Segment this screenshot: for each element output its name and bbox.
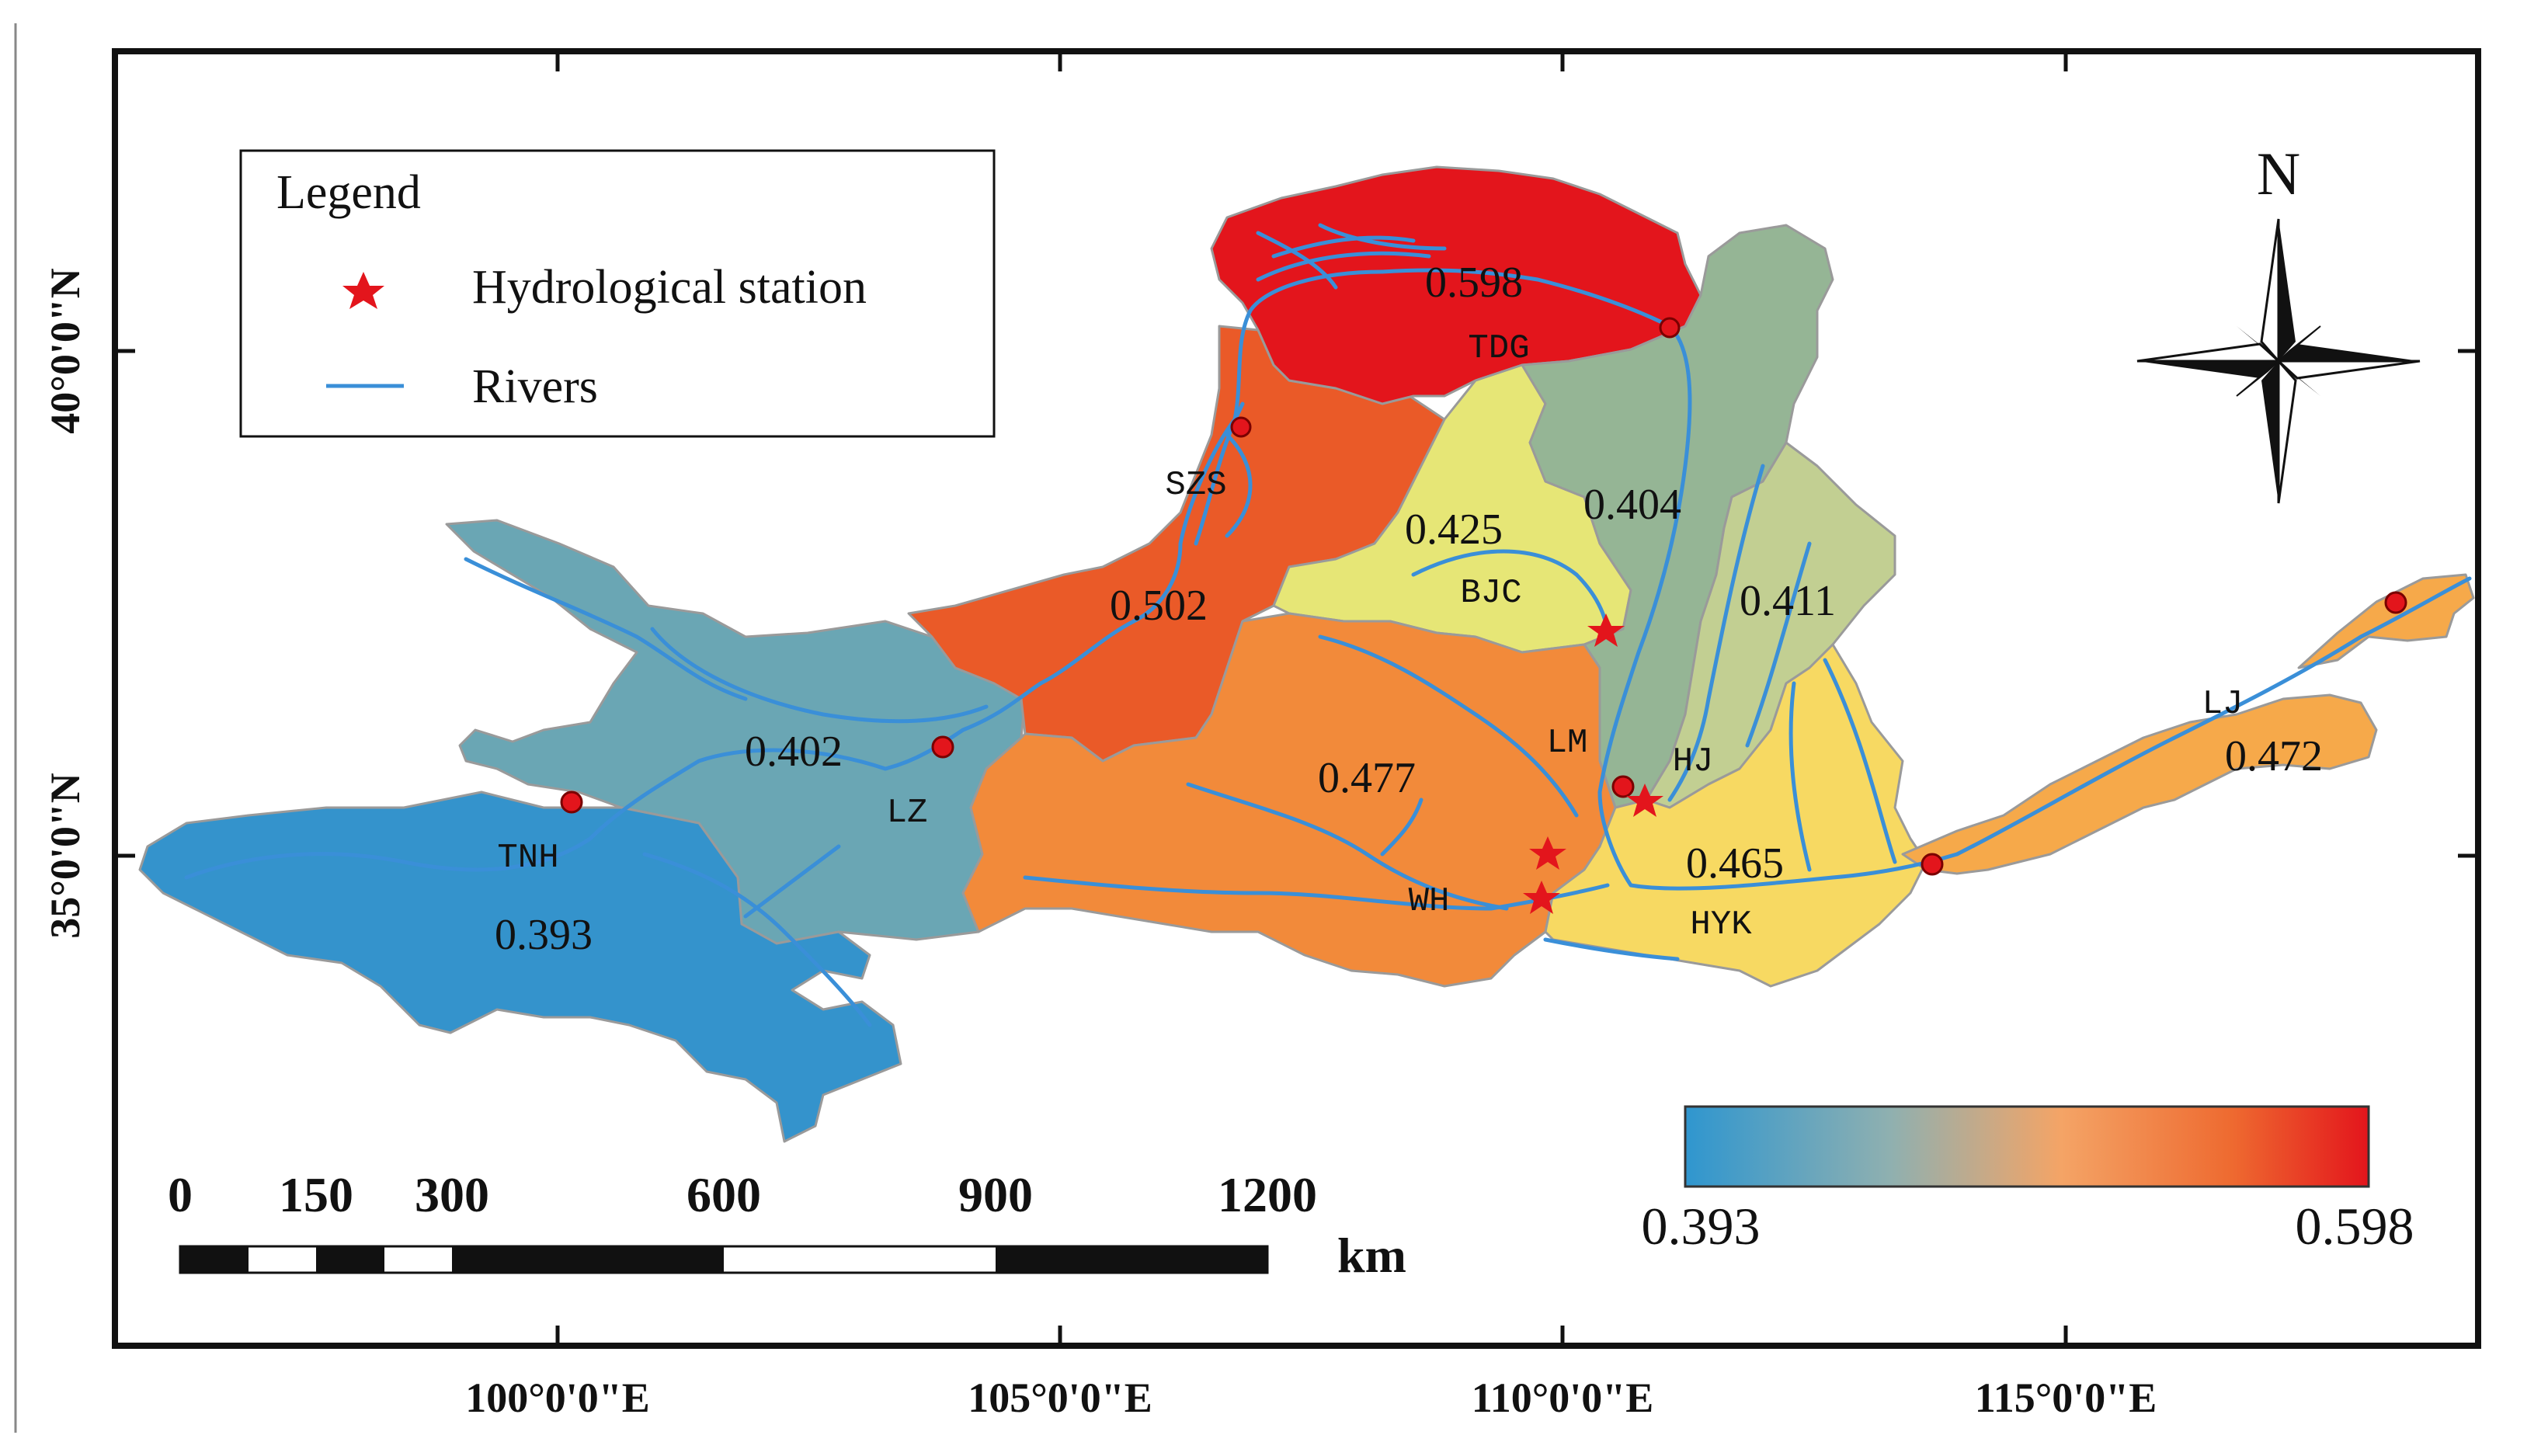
station-markers [560, 317, 2407, 914]
value-label-HYK: 0.465 [1686, 839, 1784, 888]
value-label-LM: 0.404 [1583, 481, 1681, 529]
station-label-HJ: HJ [1673, 742, 1714, 781]
scale-tick-0: 0 [168, 1167, 193, 1222]
scale-tick-600: 600 [687, 1167, 761, 1222]
value-label-SZS: 0.502 [1110, 582, 1208, 630]
subbasin-HYK [1544, 643, 1928, 988]
north-label: N [2257, 140, 2300, 207]
scale-seg-2 [316, 1246, 384, 1273]
river-network [184, 223, 2472, 1027]
value-label-WH: 0.477 [1318, 754, 1416, 802]
colorbar-max-label: 0.598 [2296, 1197, 2414, 1256]
scale-unit: km [1337, 1228, 1406, 1283]
scale-seg-4 [996, 1246, 1267, 1273]
x-tick-105E: 105°0'0"E [968, 1374, 1152, 1421]
scale-tick-300: 300 [415, 1167, 489, 1222]
scale-tick-900: 900 [958, 1167, 1033, 1222]
station-star-BJC [1587, 613, 1625, 647]
y-tick-40N: 40°0'0"N [42, 268, 89, 434]
station-name-labels: TNH LZ SZS TDG BJC LM HJ WH HYK LJ [497, 329, 2243, 944]
x-tick-115E: 115°0'0"E [1975, 1374, 2157, 1421]
station-label-HYK: HYK [1690, 905, 1752, 944]
value-label-TDG: 0.598 [1425, 259, 1523, 307]
station-star-WH1 [1529, 836, 1566, 870]
colorbar-min-label: 0.393 [1642, 1197, 1761, 1256]
y-tick-35N: 35°0'0"N [42, 773, 89, 939]
station-marker-TNH [560, 791, 583, 814]
scale-tick-1200: 1200 [1218, 1167, 1317, 1222]
value-label-LJ: 0.472 [2225, 732, 2323, 780]
latitude-labels: 40°0'0"N 35°0'0"N [42, 268, 89, 939]
station-star-WH2 [1523, 881, 1560, 914]
legend-star-icon [342, 272, 384, 309]
colorbar-gradient [1684, 1105, 2370, 1188]
station-label-TDG: TDG [1468, 329, 1529, 368]
station-marker-TDG [1659, 317, 1681, 339]
legend: Legend Hydrological station Rivers [239, 149, 996, 438]
map-frame [112, 48, 2481, 1349]
legend-item-station-label: Hydrological station [472, 261, 867, 314]
station-marker-LM [1611, 775, 1635, 798]
scale-tick-150: 150 [279, 1167, 353, 1222]
x-tick-110E: 110°0'0"E [1472, 1374, 1654, 1421]
north-arrow: N [2136, 140, 2421, 504]
station-label-TNH: TNH [497, 839, 558, 877]
longitude-labels: 100°0'0"E 105°0'0"E 110°0'0"E 115°0'0"E [465, 1374, 2157, 1421]
scale-bar: 0 150 300 600 900 1200 km [168, 1167, 1406, 1283]
subbasin-value-labels: 0.393 0.402 0.502 0.598 0.425 0.404 0.41… [495, 259, 2323, 959]
station-star-HJ [1626, 784, 1663, 817]
station-marker-SZS [1230, 416, 1252, 438]
value-label-LZ: 0.402 [745, 728, 843, 776]
station-label-WH: WH [1409, 882, 1450, 921]
scale-seg-3 [452, 1246, 724, 1273]
station-label-LZ: LZ [887, 794, 928, 832]
value-label-HJ: 0.411 [1740, 577, 1836, 625]
legend-item-rivers-label: Rivers [472, 360, 598, 413]
legend-title: Legend [276, 166, 421, 219]
scale-seg-1 [180, 1246, 249, 1273]
value-label-BJC: 0.425 [1405, 506, 1503, 554]
x-tick-100E: 100°0'0"E [465, 1374, 650, 1421]
station-label-BJC: BJC [1460, 574, 1521, 613]
colorbar: 0.393 0.598 [1642, 1105, 2414, 1256]
station-label-SZS: SZS [1165, 466, 1226, 505]
station-label-LM: LM [1547, 724, 1588, 763]
subbasin-LJ [1901, 693, 2378, 875]
station-marker-HYK [1921, 853, 1944, 876]
station-label-LJ: LJ [2202, 685, 2244, 724]
value-label-TNH: 0.393 [495, 911, 593, 959]
station-marker-LJ [2384, 591, 2407, 614]
compass-rose-icon [2136, 218, 2421, 504]
frame-ticks [115, 51, 2478, 1346]
station-marker-LZ [931, 735, 954, 759]
